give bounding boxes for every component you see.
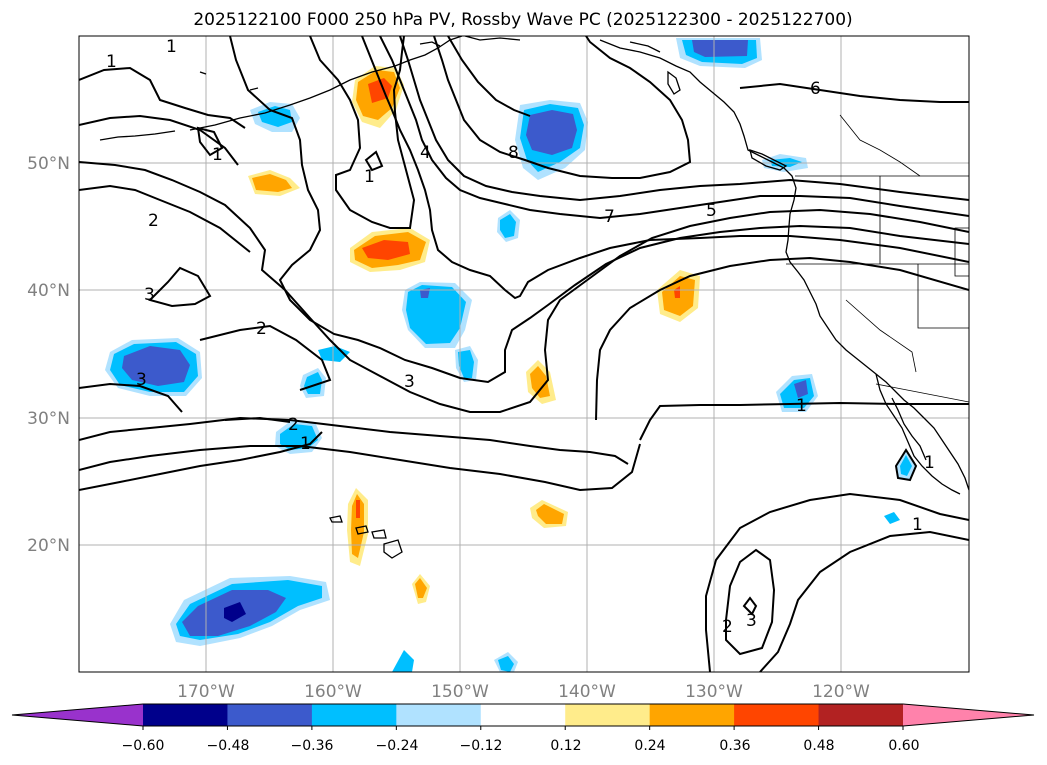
colorbar-label: 0.36 [719, 738, 750, 754]
contour-label: 5 [706, 201, 717, 221]
colorbar-extend-high [903, 704, 1034, 726]
lon-label-160w: 160°W [304, 682, 362, 702]
contour-label: 1 [106, 52, 117, 72]
contour-label: 1 [796, 396, 807, 416]
gridlines [79, 36, 969, 672]
pv-contours [79, 36, 969, 672]
anomaly-negative [526, 110, 577, 155]
colorbar-label: 0.60 [888, 738, 919, 754]
contour-label: 4 [420, 143, 431, 163]
contour-label: 1 [912, 515, 923, 535]
colorbar-label: −0.60 [122, 738, 165, 754]
lat-label-40n: 40°N [27, 281, 70, 301]
contour-labels: 1 1 1 1 1 1 1 1 2 2 2 2 3 3 3 3 4 5 6 7 [106, 37, 935, 637]
contour-label: 1 [166, 37, 177, 57]
anomaly-negative [900, 455, 912, 476]
colorbar-label: −0.24 [376, 738, 419, 754]
contour-label: 1 [212, 145, 223, 165]
colorbar-label: −0.12 [460, 738, 503, 754]
colorbar-label: −0.36 [291, 738, 334, 754]
lon-label-150w: 150°W [431, 682, 489, 702]
contour-label: 2 [148, 211, 159, 231]
contour-label: 3 [404, 372, 415, 392]
colorbar-segment [227, 704, 313, 726]
anomaly-negative [692, 40, 748, 57]
anomaly-negative [884, 512, 900, 524]
anomaly-positive [536, 504, 564, 524]
anomaly-positive [415, 578, 427, 598]
contour-label: 1 [924, 453, 935, 473]
chart-title: 2025122100 F000 250 hPa PV, Rossby Wave … [193, 10, 852, 30]
contour-label: 6 [810, 79, 821, 99]
map-panel: 1 1 1 1 1 1 1 1 2 2 2 2 3 3 3 3 4 5 6 7 [78, 35, 970, 673]
colorbar-segment [649, 704, 735, 726]
colorbar-segment [565, 704, 651, 726]
anomaly-positive [252, 174, 292, 192]
colorbar-segment [396, 704, 482, 726]
contour-label: 8 [508, 143, 519, 163]
anomaly-negative [458, 350, 474, 378]
anomaly-negative [392, 650, 414, 672]
lat-labels: 20°N 30°N 40°N 50°N [27, 154, 70, 556]
anomaly-positive [674, 286, 680, 298]
contour-label: 7 [604, 207, 615, 227]
colorbar-label: 0.24 [634, 738, 665, 754]
lon-label-120w: 120°W [812, 682, 870, 702]
contour-label: 3 [746, 611, 757, 631]
contour-label: 3 [144, 285, 155, 305]
colorbar-segment [734, 704, 820, 726]
contour-label: 2 [722, 617, 733, 637]
anomaly-negative [498, 656, 514, 672]
colorbar-segments [11, 703, 1035, 727]
anomaly-positive [351, 494, 364, 558]
state-borders [786, 114, 969, 403]
anomaly-positive [530, 366, 550, 398]
colorbar-label: −0.48 [207, 738, 250, 754]
contour-label: 1 [300, 434, 311, 454]
colorbar-label: 0.48 [803, 738, 834, 754]
anomaly-negative [304, 372, 322, 394]
anomaly-positive [362, 240, 410, 260]
lon-label-170w: 170°W [177, 682, 235, 702]
colorbar-segment [143, 704, 228, 726]
anomaly-negative [258, 106, 292, 127]
colorbar-label: 0.12 [550, 738, 581, 754]
anomaly-negative [794, 380, 808, 398]
anomaly-positive [356, 500, 360, 518]
anomaly-negative [500, 214, 516, 238]
anomaly-negative [406, 285, 466, 344]
contour-label: 2 [256, 319, 267, 339]
lat-label-50n: 50°N [27, 154, 70, 174]
lon-label-130w: 130°W [685, 682, 743, 702]
lat-label-30n: 30°N [27, 409, 70, 429]
colorbar-segment [818, 704, 904, 726]
anomaly-negative [122, 346, 190, 386]
shaded-anomalies [105, 38, 916, 672]
contour-label: 3 [136, 370, 147, 390]
colorbar: −0.60 −0.48 −0.36 −0.24 −0.12 0.12 0.24 … [11, 703, 1035, 754]
contour-label: 2 [288, 415, 299, 435]
colorbar-extend-low [12, 704, 143, 726]
lat-label-20n: 20°N [27, 536, 70, 556]
lon-label-140w: 140°W [558, 682, 616, 702]
anomaly-negative [318, 346, 350, 362]
colorbar-segment [311, 704, 397, 726]
colorbar-ticks [142, 726, 904, 730]
anomaly-negative [224, 602, 246, 622]
contour-label: 1 [364, 167, 375, 187]
map-frame [78, 35, 970, 673]
colorbar-labels: −0.60 −0.48 −0.36 −0.24 −0.12 0.12 0.24 … [122, 738, 920, 754]
lon-labels: 170°W 160°W 150°W 140°W 130°W 120°W [177, 682, 870, 702]
colorbar-segment [480, 704, 566, 726]
